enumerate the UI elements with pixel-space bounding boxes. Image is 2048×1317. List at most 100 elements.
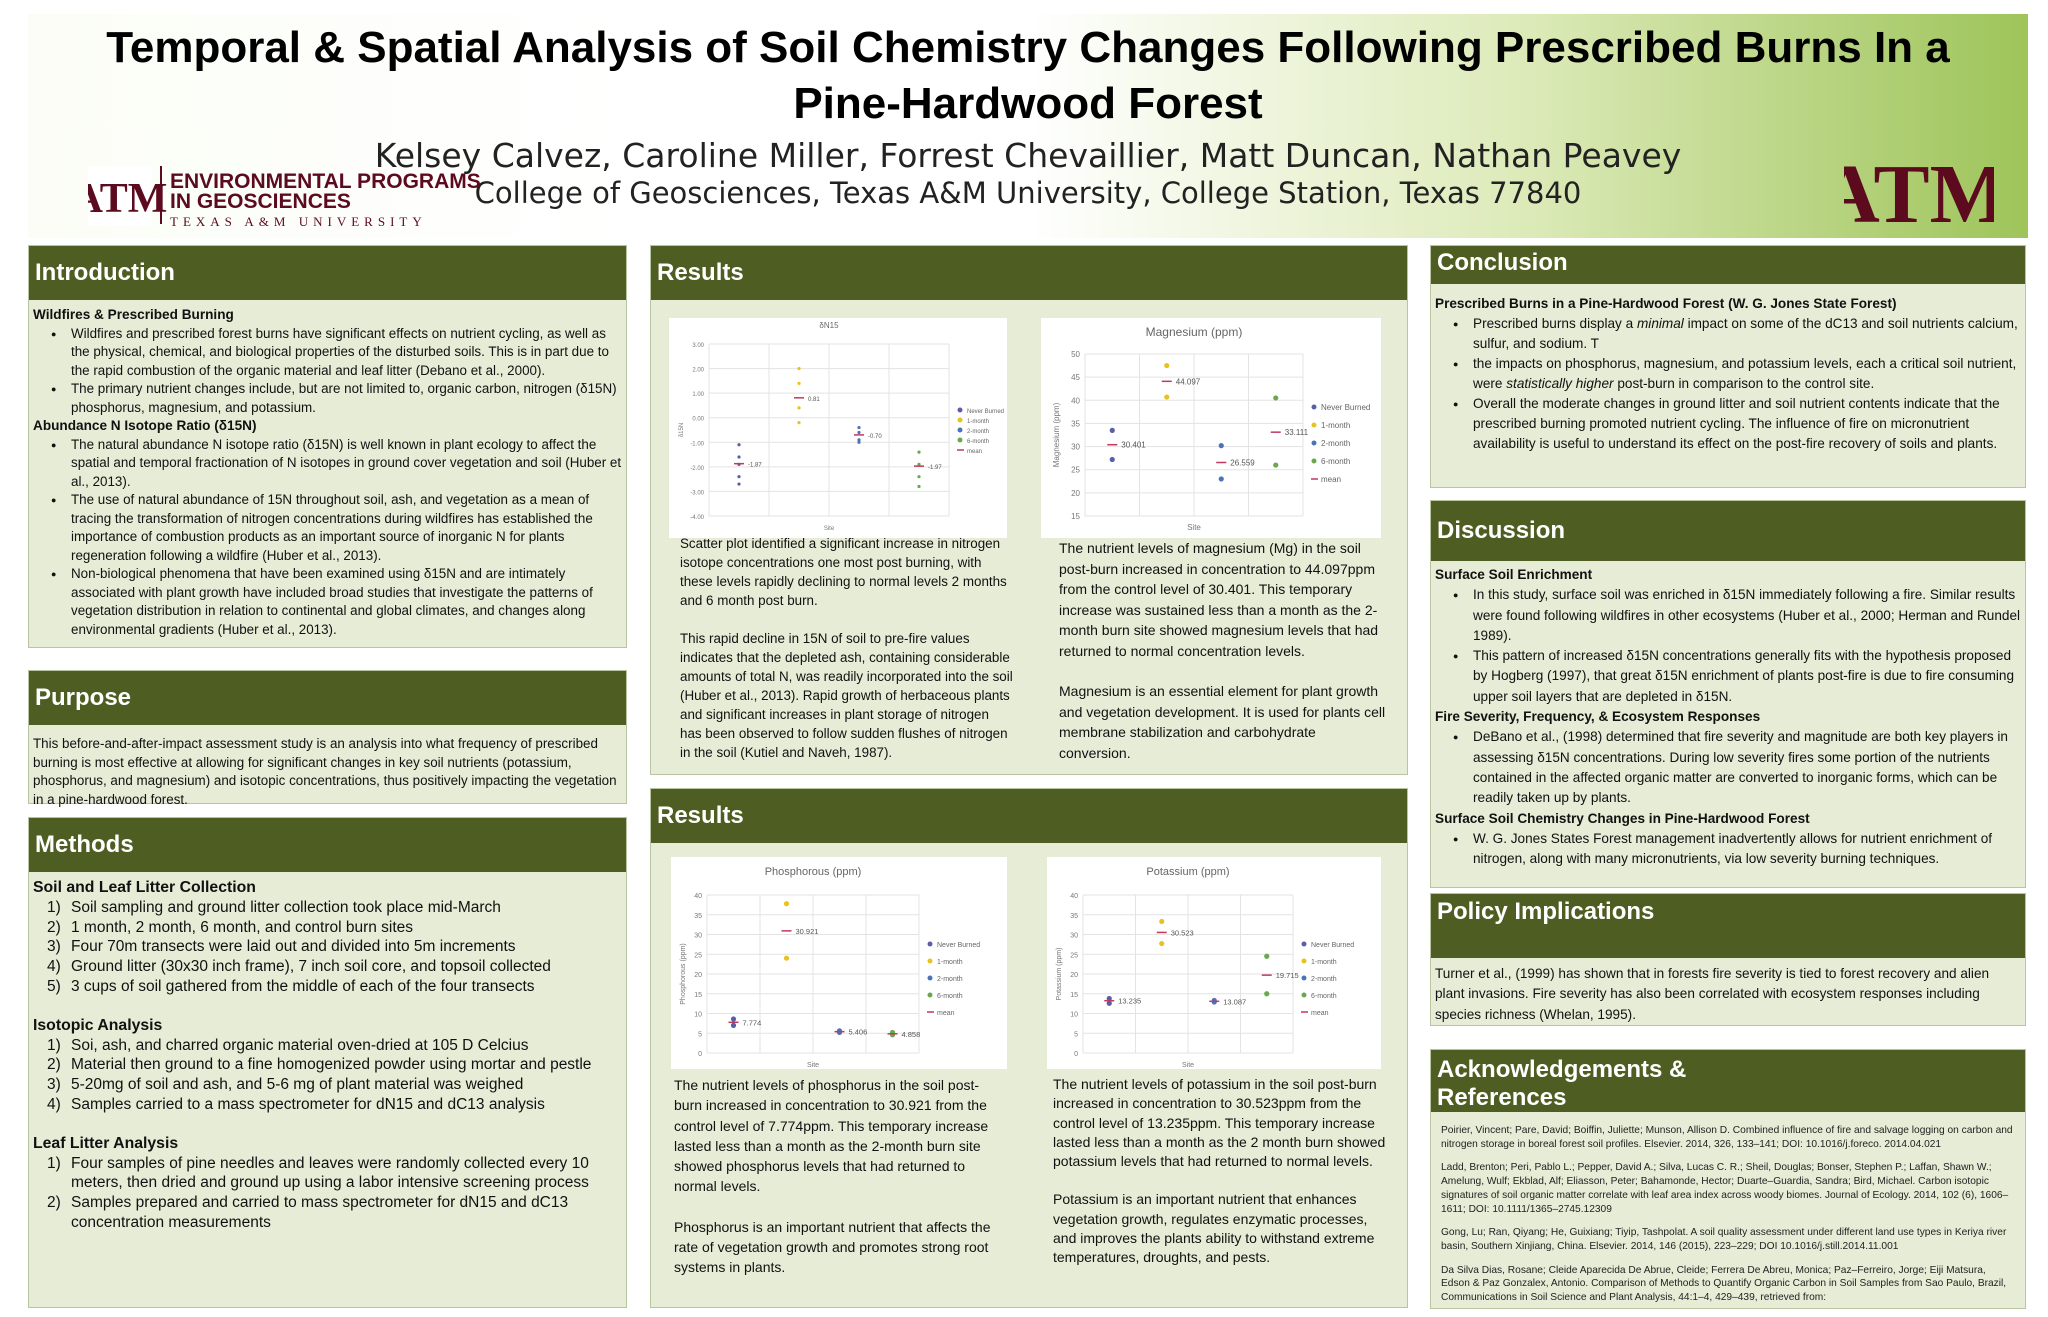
intro-subheading-1: Wildfires & Prescribed Burning bbox=[33, 307, 234, 322]
logo-line-2: IN GEOSCIENCES bbox=[170, 190, 351, 213]
data-point bbox=[1159, 940, 1165, 947]
chart-title: Phosphorous (ppm) bbox=[765, 866, 862, 878]
results-panel-top: Results δN15 3.00 2.00 1.00 0.00 -1.00 -2.00 -3… bbox=[650, 245, 1408, 775]
legend-label: Never Burned bbox=[967, 409, 1004, 415]
bullet-text: the impacts on phosphorus, magnesium, an… bbox=[1473, 356, 2017, 391]
y-tick-label: 35 bbox=[694, 913, 702, 920]
legend-marker bbox=[957, 417, 963, 423]
step-text: Soi, ash, and charred organic material o… bbox=[71, 1036, 529, 1054]
y-tick-label: -2.00 bbox=[690, 466, 704, 472]
legend-label: Never Burned bbox=[1321, 403, 1370, 412]
magnesium-text-2: Magnesium is an essential element for pl… bbox=[1059, 683, 1386, 761]
y-tick-label: 45 bbox=[1071, 373, 1080, 382]
step-text: Samples prepared and carried to mass spe… bbox=[71, 1194, 569, 1231]
step-text: 5-20mg of soil and ash, and 5-6 mg of pl… bbox=[71, 1076, 524, 1094]
conclusion-bullet: Prescribed burns display a minimal impac… bbox=[1435, 314, 2021, 354]
data-point bbox=[1109, 427, 1115, 433]
data-point bbox=[783, 955, 790, 961]
acknowledgements-panel: Acknowledgements & References Poirier, V… bbox=[1430, 1049, 2026, 1309]
legend-label: Never Burned bbox=[937, 942, 980, 949]
legend-label: mean bbox=[1321, 475, 1341, 484]
data-point bbox=[889, 1032, 896, 1038]
data-point bbox=[857, 430, 861, 435]
conclusion-subheading: Prescribed Burns in a Pine-Hardwood Fore… bbox=[1435, 296, 1897, 311]
phosphorus-chart: Phosphorous (ppm) 40 35 30 25 20 15 10 5 0 Site Pho… bbox=[671, 857, 1007, 1069]
methods-step: 4) Samples carried to a mass spectrometer… bbox=[33, 1095, 622, 1115]
methods-step: 1) Soil sampling and ground litter collec… bbox=[33, 898, 622, 918]
intro-bullet: Wildfires and prescribed forest burns ha… bbox=[33, 325, 622, 381]
magnesium-chart: Magnesium (ppm) 50 45 40 35 30 25 20 15 Site Magne… bbox=[1041, 318, 1381, 538]
mean-label: -1.97 bbox=[928, 465, 942, 471]
data-point bbox=[857, 438, 861, 442]
introduction-body: Wildfires & Prescribed Burning Wildfires… bbox=[29, 300, 626, 643]
y-tick-label: 30 bbox=[694, 933, 702, 940]
methods-step: 2) Material then ground to a fine homogen… bbox=[33, 1055, 622, 1075]
n15-chart: δN15 3.00 2.00 1.00 0.00 -1.00 -2.00 -3.00 -4.00… bbox=[669, 318, 1007, 538]
y-tick-label: 1.00 bbox=[692, 392, 704, 398]
methods-step: 4) Ground litter (30x30 inch frame), 7 in… bbox=[33, 957, 622, 977]
texas-am-logo: ATM bbox=[1819, 134, 2009, 244]
methods-step: 5) 3 cups of soil gathered from the middl… bbox=[33, 977, 622, 997]
p-text-block: The nutrient levels of phosphorus in the… bbox=[674, 1075, 1004, 1278]
policy-body: Turner et al., (1999) has shown that in … bbox=[1431, 958, 2025, 1029]
purpose-text: This before-and-after-impact assessment … bbox=[33, 736, 617, 807]
discussion-bullet: W. G. Jones States Forest management ina… bbox=[1435, 829, 2021, 870]
step-number: 1) bbox=[47, 898, 61, 916]
mean-label: 30.921 bbox=[796, 927, 819, 936]
data-point bbox=[1164, 362, 1170, 369]
purpose-heading: Purpose bbox=[29, 671, 626, 725]
y-tick-label: 35 bbox=[1070, 913, 1078, 920]
y-tick-label: 25 bbox=[1071, 466, 1080, 475]
mean-label: 0.81 bbox=[808, 397, 820, 403]
discussion-panel: Discussion Surface Soil Enrichment In th… bbox=[1430, 500, 2026, 888]
y-tick-label: 50 bbox=[1071, 350, 1080, 359]
bullet-text: post-burn in comparison to the control s… bbox=[1613, 376, 1875, 391]
references-list: Poirier, Vincent; Pare, David; Boiffin, … bbox=[1431, 1112, 2025, 1305]
step-text: Soil sampling and ground litter collecti… bbox=[71, 898, 501, 916]
conclusion-bullet: the impacts on phosphorus, magnesium, an… bbox=[1435, 354, 2021, 394]
data-point bbox=[836, 1029, 843, 1036]
y-tick-label: 15 bbox=[694, 992, 702, 999]
discussion-heading: Discussion bbox=[1431, 501, 2025, 561]
y-tick-label: -1.00 bbox=[690, 441, 704, 447]
intro-bullet: Non-biological phenomena that have been … bbox=[33, 565, 622, 639]
step-text: Four 70m transects were laid out and div… bbox=[71, 938, 516, 956]
step-text: 3 cups of soil gathered from the middle … bbox=[71, 977, 535, 995]
affiliation: College of Geosciences, Texas A&M Univer… bbox=[474, 176, 1582, 210]
mean-label: 13.235 bbox=[1118, 997, 1141, 1006]
legend-marker bbox=[1301, 975, 1307, 981]
reference: Poirier, Vincent; Pare, David; Boiffin, … bbox=[1441, 1125, 2013, 1150]
legend-label: 2-month bbox=[1321, 439, 1350, 448]
results-heading-top: Results bbox=[651, 246, 1407, 300]
atm-mark-large: ATM bbox=[1844, 148, 1994, 241]
legend-label: mean bbox=[937, 1010, 955, 1017]
y-tick-label: 5 bbox=[1074, 1031, 1078, 1038]
n15-text-block: Scatter plot identified a significant in… bbox=[680, 534, 1014, 762]
intro-bullet: The use of natural abundance of 15N thro… bbox=[33, 491, 622, 565]
mean-label: -0.70 bbox=[868, 434, 882, 440]
methods-subheading-3: Leaf Litter Analysis bbox=[33, 1134, 179, 1152]
data-point bbox=[1273, 395, 1279, 401]
conclusion-panel: Conclusion Prescribed Burns in a Pine-Ha… bbox=[1430, 245, 2026, 488]
methods-step: 3) 5-20mg of soil and ash, and 5-6 mg of … bbox=[33, 1075, 622, 1095]
chart-title: Magnesium (ppm) bbox=[1146, 325, 1243, 339]
data-point bbox=[917, 462, 921, 466]
y-tick-label: 40 bbox=[694, 893, 702, 900]
bullet-text: impact on some of the dC13 and soil nutr… bbox=[1473, 316, 2018, 351]
y-tick-label: 25 bbox=[694, 952, 702, 959]
discussion-bullet: This pattern of increased δ15N concentra… bbox=[1435, 646, 2021, 707]
discussion-bullet: DeBano et al., (1998) determined that fi… bbox=[1435, 727, 2021, 808]
acknowledgements-heading: Acknowledgements & References bbox=[1431, 1050, 2025, 1112]
data-point bbox=[1109, 456, 1115, 463]
ack-heading-line-2: References bbox=[1437, 1084, 1567, 1111]
policy-panel: Policy Implications Turner et al., (1999… bbox=[1430, 893, 2026, 1026]
legend-label: 2-month bbox=[937, 976, 963, 983]
phosphorus-text: The nutrient levels of phosphorus in the… bbox=[674, 1077, 989, 1195]
potassium-text: The nutrient levels of potassium in the … bbox=[1053, 1076, 1386, 1170]
data-point bbox=[797, 381, 801, 385]
mean-label: 30.401 bbox=[1121, 441, 1146, 450]
step-text: Samples carried to a mass spectrometer f… bbox=[71, 1095, 545, 1113]
x-axis-label: Site bbox=[807, 1062, 819, 1069]
y-tick-label: 30 bbox=[1070, 933, 1078, 940]
legend-marker bbox=[1301, 958, 1307, 964]
